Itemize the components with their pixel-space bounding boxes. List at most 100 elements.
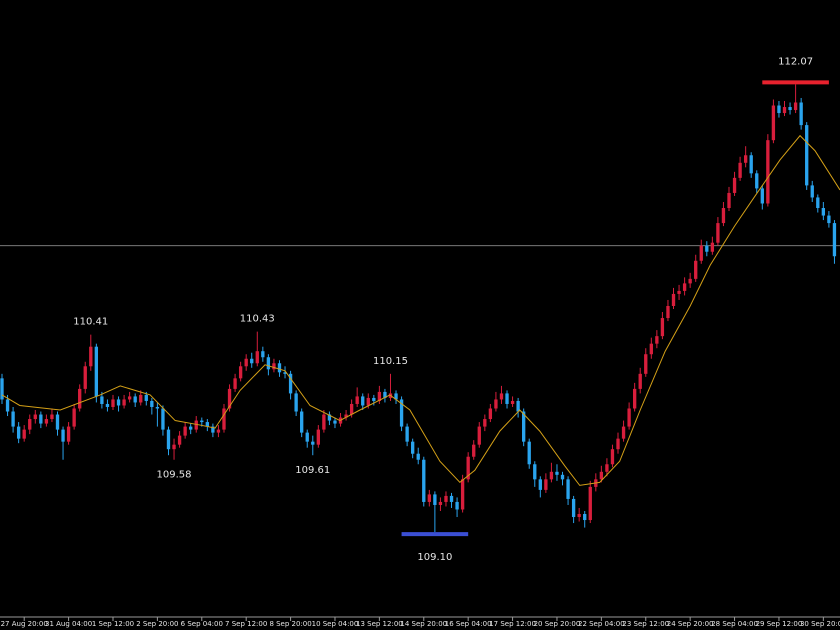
candle-body [660, 318, 665, 337]
candle-body [533, 464, 537, 480]
candle-body [205, 422, 210, 427]
candle-body [311, 441, 315, 445]
candle-body [810, 185, 814, 198]
candle-body [355, 396, 359, 404]
price-annotation: 110.15 [373, 356, 408, 367]
candle-body [61, 429, 65, 442]
candle-body [710, 242, 715, 252]
candle-body [566, 479, 570, 499]
candle-body [288, 373, 293, 394]
candle-body [649, 343, 653, 355]
candle-body [777, 105, 781, 114]
candle-body [816, 197, 820, 209]
candle-body [688, 278, 692, 284]
candle-body [721, 208, 726, 224]
candle-body [333, 420, 337, 424]
x-tick-label: 14 Sep 20:00 [400, 620, 447, 628]
candle-body [488, 408, 493, 420]
candle-body [272, 363, 276, 370]
candle-body [477, 426, 481, 445]
x-tick-label: 10 Sep 04:00 [312, 620, 359, 628]
candle-body [760, 188, 764, 204]
x-tick-label: 1 Sep 12:00 [92, 620, 134, 628]
candle-body [16, 426, 21, 439]
candle-body [799, 102, 803, 126]
x-tick-label: 6 Sep 04:00 [181, 620, 223, 628]
candle-body [616, 438, 620, 450]
candle-body [483, 419, 487, 427]
candle-body [139, 394, 143, 403]
candle-body [66, 426, 71, 442]
candle-body [161, 408, 165, 430]
candle-body [427, 494, 431, 502]
candle-body [0, 378, 4, 400]
x-tick-label: 27 Aug 20:00 [1, 620, 48, 628]
candle-body [755, 173, 759, 189]
candle-body [682, 283, 687, 291]
candle-body [189, 426, 193, 430]
candle-body [22, 429, 26, 439]
candle-body [305, 432, 309, 442]
candle-body [44, 419, 49, 424]
candle-body [83, 366, 87, 389]
x-tick-label: 17 Sep 12:00 [489, 620, 536, 628]
candle-body [694, 260, 698, 279]
x-tick-label: 23 Sep 12:00 [622, 620, 669, 628]
candle-body [316, 429, 320, 445]
x-tick-label: 2 Sep 20:00 [136, 620, 178, 628]
candle-body [277, 363, 282, 373]
candle-body [438, 501, 443, 505]
candle-body [522, 411, 526, 442]
candle-body [377, 391, 382, 401]
candle-body [55, 414, 60, 430]
x-tick-label: 7 Sep 12:00 [225, 620, 267, 628]
candle-body [105, 403, 110, 407]
candle-body [632, 388, 637, 409]
price-annotation: 112.07 [778, 56, 813, 67]
candle-body [738, 162, 742, 178]
candle-body [788, 107, 792, 111]
candle-body [671, 293, 676, 306]
candle-body [39, 414, 43, 424]
x-tick-label: 22 Sep 04:00 [578, 620, 625, 628]
candle-body [11, 411, 15, 427]
candle-body [549, 471, 554, 480]
candle-body [588, 486, 592, 521]
candle-body [766, 140, 770, 204]
candle-body [244, 358, 248, 367]
candle-body [294, 393, 298, 412]
price-annotation: 110.43 [240, 314, 275, 325]
candle-body [78, 388, 82, 409]
candle-body [150, 400, 154, 407]
candle-body [666, 305, 670, 319]
candle-body [655, 336, 659, 344]
candle-body [261, 351, 265, 358]
candle-body [677, 290, 681, 294]
candle-body [399, 399, 404, 427]
price-annotation: 109.10 [417, 552, 452, 563]
candle-body [827, 215, 831, 224]
candle-body [211, 426, 215, 433]
candle-body [449, 495, 454, 502]
candle-body [583, 514, 587, 521]
candle-body [527, 441, 531, 465]
candle-body [394, 393, 398, 400]
candle-body [599, 471, 604, 480]
candle-body [405, 426, 409, 442]
candle-body [494, 399, 498, 409]
x-tick-label: 28 Sep 04:00 [711, 620, 758, 628]
x-tick-label: 29 Sep 12:00 [756, 620, 803, 628]
candle-body [621, 426, 626, 439]
candle-body [560, 474, 565, 480]
candle-body [433, 494, 437, 505]
candle-body [538, 479, 542, 490]
candle-body [516, 400, 520, 412]
candle-body [116, 399, 121, 406]
candle-body [127, 396, 132, 400]
candle-body [749, 155, 753, 174]
candle-body [499, 393, 504, 400]
candle-body [732, 177, 737, 193]
candle-body [577, 514, 581, 518]
candle-body [716, 223, 720, 243]
candle-body [610, 449, 615, 465]
